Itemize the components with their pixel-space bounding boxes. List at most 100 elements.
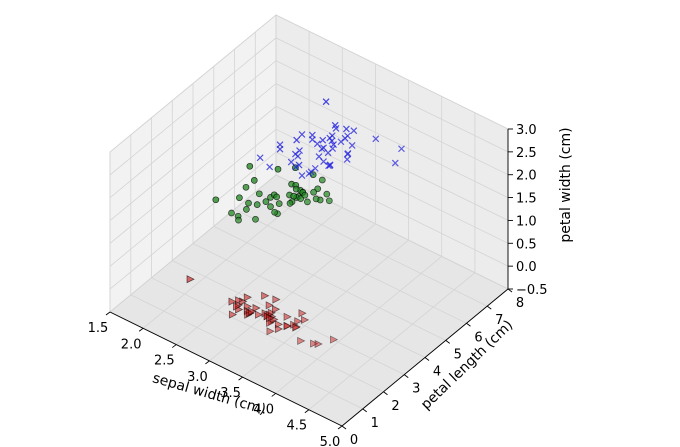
data-point-s2 <box>320 158 327 165</box>
data-point-s0 <box>265 301 274 310</box>
data-point-s2 <box>344 149 352 157</box>
data-point-s0 <box>252 303 261 313</box>
data-point-s0 <box>243 293 252 302</box>
data-point-s1 <box>273 193 281 201</box>
y-tick-label: 8 <box>516 296 524 311</box>
data-point-s0 <box>186 275 195 284</box>
data-point-s1 <box>275 200 283 207</box>
data-point-s1 <box>325 197 333 205</box>
data-point-s1 <box>323 190 331 198</box>
x-tick-mark <box>105 311 111 316</box>
data-point-s1 <box>250 177 258 184</box>
data-point-s2 <box>326 161 334 169</box>
data-point-s2 <box>298 172 306 180</box>
data-point-s2 <box>332 124 340 132</box>
x-tick-label: 4.0 <box>253 402 274 417</box>
data-point-s1 <box>262 198 270 205</box>
data-point-s0 <box>228 310 238 319</box>
data-point-s0 <box>235 296 244 305</box>
data-point-s1 <box>274 165 282 173</box>
data-point-s2 <box>319 136 327 144</box>
data-point-s2 <box>305 170 313 177</box>
data-point-s0 <box>266 314 275 323</box>
x-tick-label: 2.5 <box>154 354 175 369</box>
x-tick-mark <box>271 393 276 397</box>
y-tick-label: 0 <box>350 433 358 447</box>
data-point-s2 <box>372 135 380 143</box>
data-point-s1 <box>304 198 311 206</box>
z-tick-label: −0.5 <box>516 283 548 298</box>
data-point-s2 <box>298 131 306 138</box>
data-point-s1 <box>252 215 259 223</box>
data-point-s0 <box>272 295 281 304</box>
data-point-s2 <box>391 159 399 167</box>
data-point-s2 <box>342 125 350 133</box>
x-tick-mark <box>205 360 210 365</box>
z-tick-label: 0.5 <box>516 237 537 252</box>
y-tick-label: 4 <box>433 365 441 380</box>
z-tick-label: 2.5 <box>516 146 537 161</box>
x-tick-mark <box>172 344 177 348</box>
data-point-s2 <box>266 163 274 171</box>
z-tick-label: 0.0 <box>516 260 537 275</box>
x-tick-mark <box>138 327 144 332</box>
data-points <box>186 98 405 349</box>
y-tick-mark <box>424 357 430 361</box>
data-point-s2 <box>256 154 264 162</box>
y-tick-label: 6 <box>474 330 482 345</box>
data-point-s1 <box>312 195 320 203</box>
data-point-s2 <box>343 156 351 163</box>
y-tick-mark <box>445 340 451 344</box>
data-point-s0 <box>248 307 257 316</box>
data-point-s1 <box>255 190 263 198</box>
data-point-s2 <box>295 161 303 169</box>
data-point-s2 <box>322 98 330 106</box>
data-point-s0 <box>310 339 319 348</box>
x-tick-label: 3.0 <box>187 370 208 385</box>
x-tick-label: 3.5 <box>220 386 241 401</box>
data-point-s1 <box>286 200 294 207</box>
data-point-s2 <box>276 145 284 153</box>
grid-line-z <box>109 174 509 313</box>
data-point-s1 <box>290 192 298 200</box>
y-tick-label: 7 <box>495 313 503 328</box>
data-point-s2 <box>311 164 319 172</box>
grid-line-z <box>109 128 509 267</box>
data-point-s0 <box>297 336 306 345</box>
data-point-s2 <box>296 147 303 155</box>
grid-line-z <box>109 14 509 153</box>
data-point-s0 <box>294 317 303 326</box>
data-point-s1 <box>242 183 250 191</box>
x-tick-label: 5.0 <box>320 435 341 447</box>
data-point-s0 <box>292 323 301 332</box>
x-tick-mark <box>238 376 243 381</box>
data-point-s1 <box>245 199 252 207</box>
data-point-s1 <box>236 194 243 202</box>
z-axis-label: petal width (cm) <box>558 127 574 242</box>
data-point-s1 <box>246 162 254 170</box>
data-point-s1 <box>253 201 261 208</box>
data-point-s1 <box>292 185 300 193</box>
x-tick-label: 1.5 <box>88 321 109 336</box>
data-point-s0 <box>274 324 284 334</box>
data-point-s2 <box>313 140 321 148</box>
y-tick-mark <box>341 425 347 430</box>
data-point-s0 <box>283 312 292 321</box>
x-tick-label: 2.0 <box>121 337 142 352</box>
data-point-s2 <box>348 141 356 149</box>
data-point-s1 <box>228 209 235 217</box>
data-point-s0 <box>314 339 323 349</box>
y-tick-mark <box>383 391 388 396</box>
grid-line-z <box>109 151 509 290</box>
data-point-s0 <box>255 310 264 319</box>
x-tick-mark <box>337 425 343 430</box>
grid-line-z <box>109 105 509 244</box>
data-point-s1 <box>301 191 309 199</box>
y-tick-mark <box>486 305 492 310</box>
z-tick-label: 1.0 <box>516 214 537 229</box>
data-point-s2 <box>292 163 300 171</box>
data-point-s1 <box>235 216 242 224</box>
axis-lines <box>105 128 513 430</box>
